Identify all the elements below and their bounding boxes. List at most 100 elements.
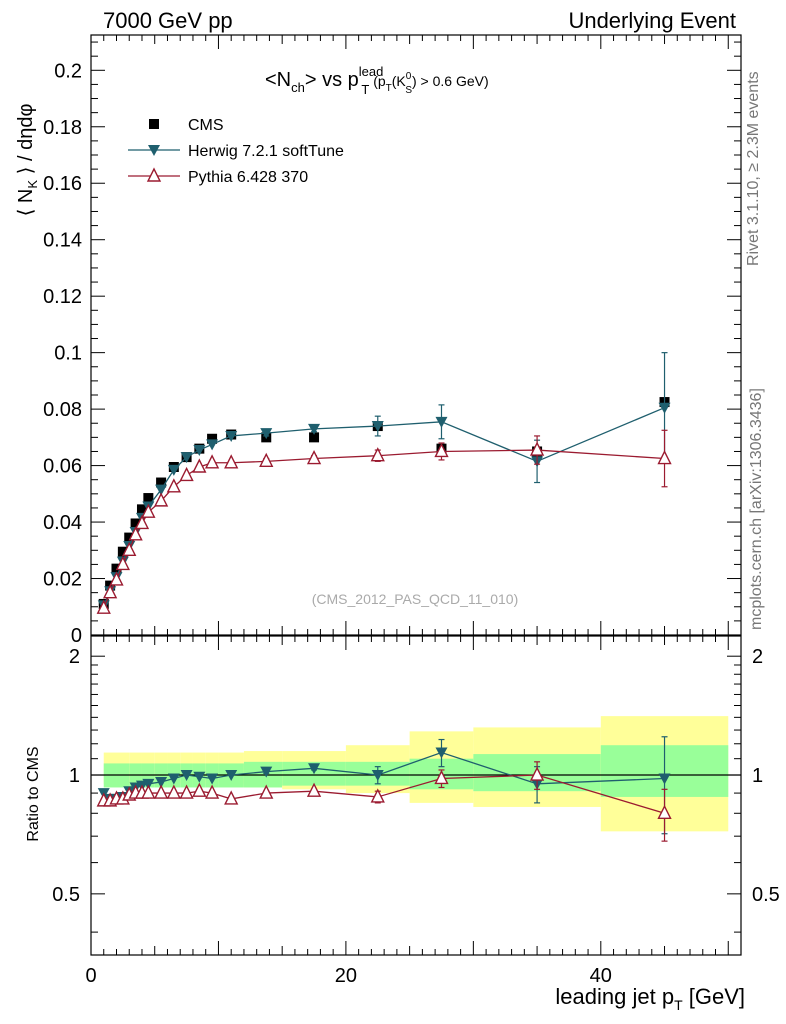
ratio-y-tick-label: 1 xyxy=(752,765,763,787)
data-point xyxy=(260,428,273,440)
x-tick-label: 0 xyxy=(85,965,96,987)
y-label-part: K xyxy=(25,180,40,189)
data-point xyxy=(435,747,448,759)
data-point xyxy=(259,784,274,799)
data-point xyxy=(193,771,206,783)
data-point xyxy=(179,784,194,799)
y-tick-label: 0.16 xyxy=(43,173,82,195)
data-point xyxy=(128,526,143,541)
data-point xyxy=(370,788,385,803)
ratio-y-tick-label: 0.5 xyxy=(52,884,80,906)
title-part: ) > 0.6 GeV) xyxy=(412,73,489,89)
legend-label: CMS xyxy=(188,117,224,134)
axes: 0 20 4000.020.040.060.080.10.120.140.160.1… xyxy=(43,34,780,987)
ratio-y-tick-label: 2 xyxy=(752,646,763,668)
data-point xyxy=(115,555,130,571)
data-point xyxy=(657,804,672,819)
data-point xyxy=(206,773,219,785)
data-point xyxy=(529,766,545,781)
legend-label: Herwig 7.2.1 softTune xyxy=(188,143,344,160)
y-tick-label: 0.2 xyxy=(54,60,82,82)
series-main xyxy=(98,397,670,609)
x-label-part: T xyxy=(674,997,683,1013)
ratio-frame xyxy=(90,635,742,956)
rivet-version-label: Rivet 3.1.10, ≥ 2.3M events xyxy=(745,71,762,266)
data-point xyxy=(658,402,671,414)
data-point xyxy=(371,421,384,433)
data-point xyxy=(167,773,180,785)
data-point xyxy=(141,503,156,518)
data-point xyxy=(657,449,672,465)
data-point xyxy=(225,770,238,782)
main-frame xyxy=(90,34,742,636)
y-tick-label: 0.1 xyxy=(54,343,82,365)
series-main xyxy=(97,352,671,612)
data-point xyxy=(308,763,321,775)
data-point xyxy=(109,571,124,586)
data-point xyxy=(192,458,207,473)
data-point xyxy=(155,777,168,789)
ratio-y-axis-label: Ratio to CMS xyxy=(25,746,42,841)
data-point xyxy=(102,584,118,599)
data-point xyxy=(308,423,321,435)
data-point xyxy=(206,439,219,451)
data-point xyxy=(122,541,137,556)
data-point xyxy=(117,546,128,557)
data-point xyxy=(180,452,193,464)
y-tick-label: 0.08 xyxy=(43,399,82,421)
data-point xyxy=(153,784,169,799)
title-part: (p xyxy=(369,73,386,89)
data-point xyxy=(156,477,167,488)
x-label-part: leading jet p xyxy=(555,984,674,1009)
title-part: T xyxy=(361,82,369,97)
y-tick-label: 0.12 xyxy=(43,286,82,308)
data-point xyxy=(260,766,273,778)
data-point xyxy=(166,478,181,493)
data-point xyxy=(96,599,111,614)
data-point xyxy=(124,532,135,543)
ratio-y-tick-label: 2 xyxy=(69,646,80,668)
y-tick-label: 0.18 xyxy=(43,117,82,139)
data-point xyxy=(149,119,159,129)
ratio-y-tick-label: 0.5 xyxy=(752,884,780,906)
data-point xyxy=(309,432,320,443)
data-point xyxy=(193,445,206,457)
data-point xyxy=(136,504,147,515)
data-point xyxy=(529,441,545,456)
y-label-part: ⟨ N xyxy=(15,189,37,217)
data-point xyxy=(141,784,156,799)
ratio-y-tick-label: 1 xyxy=(69,765,80,787)
legend: CMS Herwig 7.2.1 softTune Pythia 6.428 370 xyxy=(128,117,344,186)
data-point xyxy=(370,447,385,462)
data-point xyxy=(434,769,449,785)
x-tick-label: 40 xyxy=(590,965,612,987)
y-tick-label: 0.04 xyxy=(43,512,82,534)
data-point xyxy=(153,492,169,507)
data-point xyxy=(204,784,220,799)
data-point xyxy=(204,454,220,469)
data-point xyxy=(167,464,180,476)
data-point xyxy=(146,167,162,182)
data-point xyxy=(306,782,322,797)
y-tick-label: 0.14 xyxy=(43,230,82,252)
title-part: ch xyxy=(291,80,305,95)
x-label-part: [GeV] xyxy=(683,984,745,1009)
title-part: <N xyxy=(265,69,291,91)
data-point xyxy=(142,778,155,790)
main-y-axis-label: ⟨ NK ⟩ / dηdφ xyxy=(15,104,40,217)
data-point xyxy=(225,430,238,442)
y-tick-label: 0.02 xyxy=(43,569,82,591)
data-point xyxy=(259,452,274,468)
data-point xyxy=(192,782,207,797)
title-part: T xyxy=(386,83,392,94)
header-right-label: Underlying Event xyxy=(568,8,736,33)
data-point xyxy=(306,449,322,465)
data-point xyxy=(180,770,193,782)
data-point xyxy=(224,790,239,805)
title-part: (K xyxy=(392,73,407,89)
title-part: 0 xyxy=(406,71,412,82)
series-line xyxy=(103,407,665,606)
y-label-part: ⟩ / dηdφ xyxy=(15,104,37,180)
